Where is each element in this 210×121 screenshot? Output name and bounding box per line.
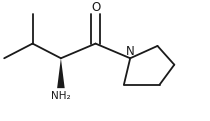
- Polygon shape: [57, 58, 65, 88]
- Text: N: N: [126, 45, 135, 58]
- Text: NH₂: NH₂: [51, 91, 71, 101]
- Text: O: O: [91, 1, 100, 14]
